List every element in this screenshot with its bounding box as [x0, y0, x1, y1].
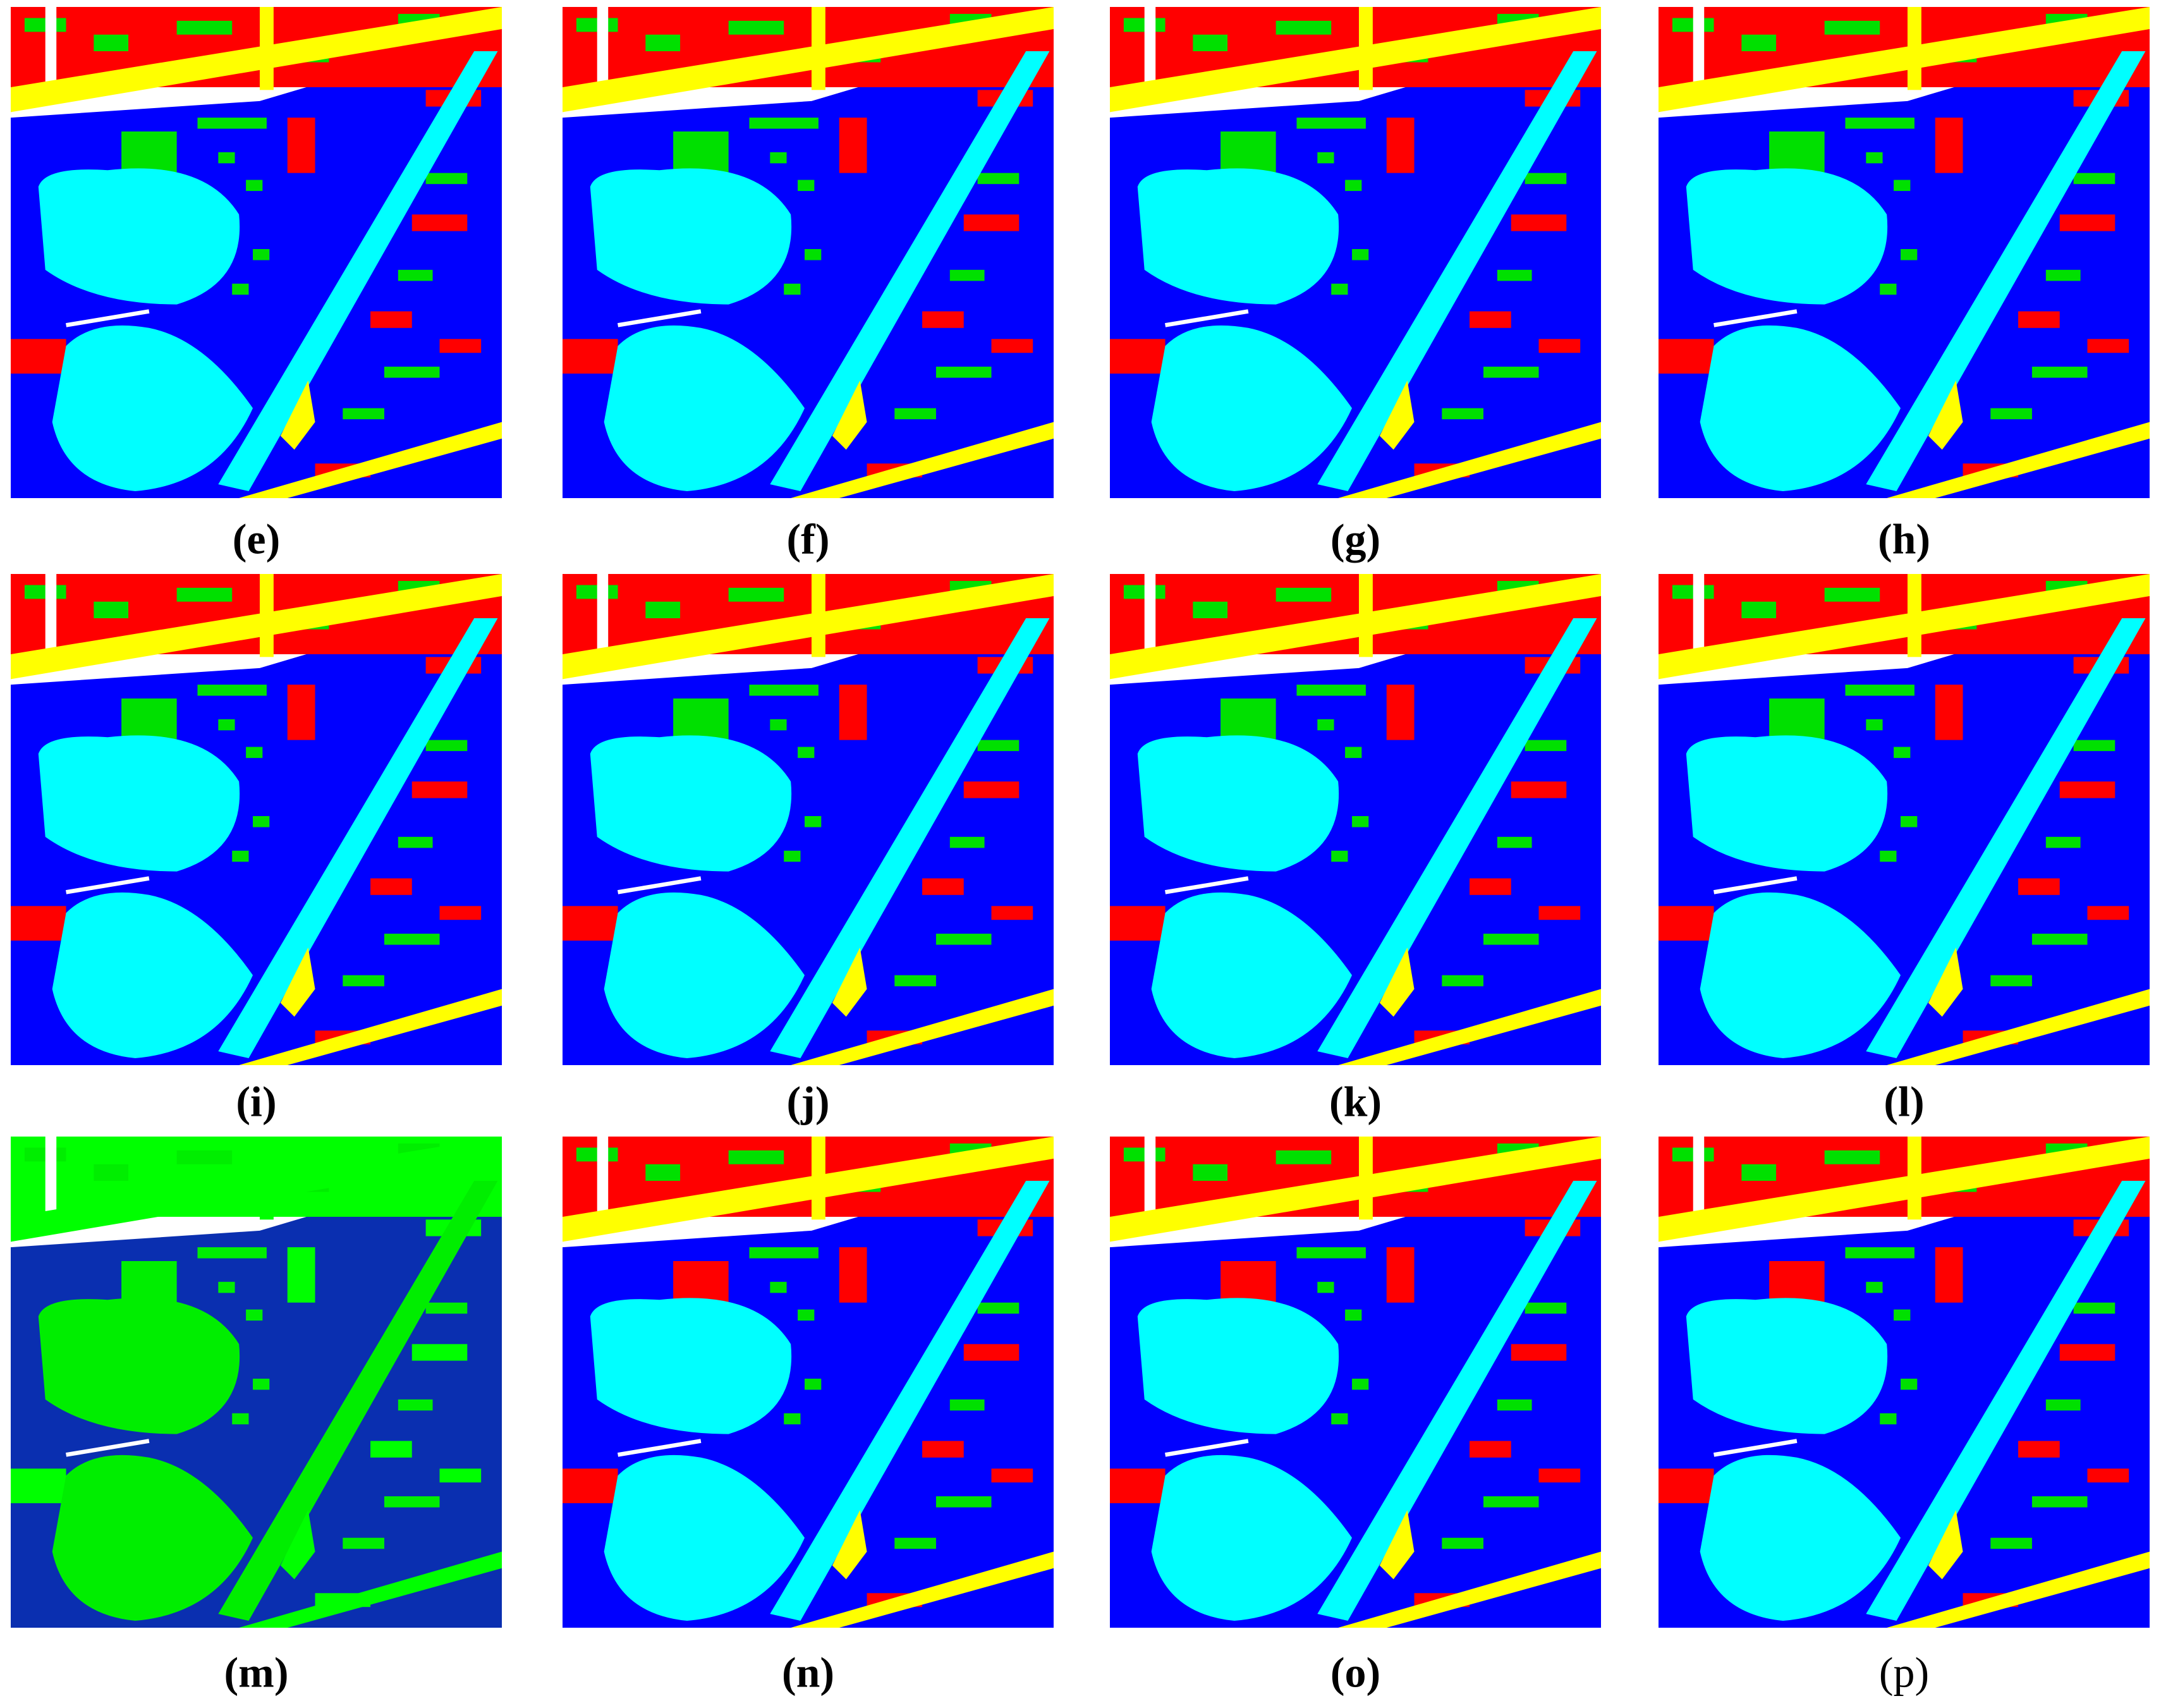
classification-map	[1110, 7, 1601, 498]
panel-label: (e)	[233, 515, 280, 563]
panel: (g)	[1110, 7, 1601, 563]
panel: (h)	[1659, 7, 2150, 563]
panel: (l)	[1659, 574, 2150, 1126]
classification-map	[1659, 7, 2150, 498]
panel-label: (o)	[1330, 1649, 1380, 1697]
classification-map	[563, 574, 1054, 1065]
classification-map	[1110, 1137, 1601, 1628]
panel-label: (j)	[787, 1078, 830, 1126]
panel: (i)	[11, 574, 502, 1126]
classification-map	[11, 7, 502, 498]
panel-label: (m)	[224, 1649, 289, 1697]
panel-label: (k)	[1329, 1078, 1382, 1126]
panel: (k)	[1110, 574, 1601, 1126]
classification-map	[11, 1137, 502, 1628]
panel: (p)	[1659, 1137, 2150, 1697]
classification-map	[11, 574, 502, 1065]
panel: (j)	[563, 574, 1054, 1126]
panel-label: (n)	[782, 1649, 834, 1697]
classification-map	[563, 7, 1054, 498]
panel-label: (l)	[1884, 1078, 1924, 1126]
classification-map	[563, 1137, 1054, 1628]
panel-label: (f)	[787, 515, 830, 563]
panel-label: (h)	[1878, 515, 1930, 563]
panel-label: (g)	[1330, 515, 1380, 563]
panel: (n)	[563, 1137, 1054, 1697]
classification-map	[1110, 574, 1601, 1065]
panel: (e)	[11, 7, 502, 563]
panel: (m)	[11, 1137, 502, 1697]
panel-label: (i)	[236, 1078, 276, 1126]
panel: (o)	[1110, 1137, 1601, 1697]
panel-label: (p)	[1879, 1649, 1929, 1697]
panel: (f)	[563, 7, 1054, 563]
classification-map	[1659, 574, 2150, 1065]
classification-map	[1659, 1137, 2150, 1628]
